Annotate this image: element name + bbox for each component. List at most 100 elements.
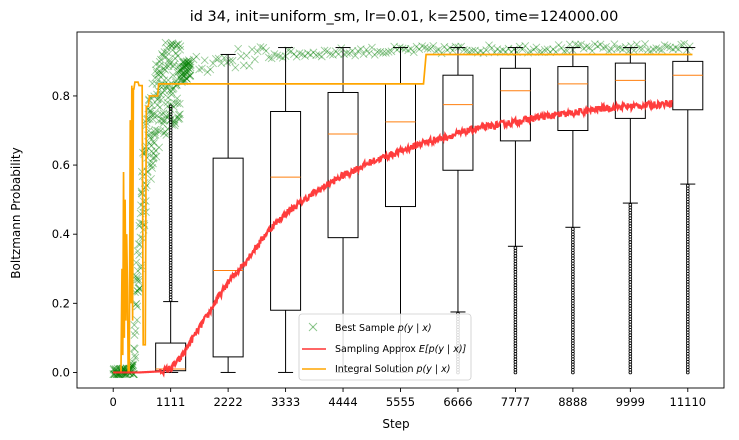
best-sample-point [365, 49, 374, 58]
best-sample-point [186, 61, 194, 70]
best-sample-point [147, 175, 155, 183]
best-sample-point [148, 110, 157, 119]
best-sample-point [510, 45, 518, 54]
best-sample-point [635, 44, 644, 53]
best-sample-point [376, 47, 385, 56]
best-sample-point [159, 119, 167, 128]
legend-label-integral-solution-main: Integral Solution [335, 364, 417, 375]
best-sample-point [660, 41, 669, 50]
best-sample-point [168, 39, 177, 48]
best-sample-point [166, 116, 175, 125]
best-sample-point [131, 327, 140, 335]
best-sample-point [182, 74, 191, 83]
best-sample-point [183, 57, 191, 66]
best-sample-point [175, 61, 184, 70]
best-sample-point [174, 113, 182, 122]
best-sample-point [418, 42, 427, 51]
y-tick-label: 0.8 [52, 89, 70, 103]
best-sample-point [174, 115, 183, 123]
best-sample-point [166, 105, 175, 114]
best-sample-point [180, 57, 188, 66]
legend-label-sampling-approx-main: Sampling Approx [335, 344, 419, 355]
best-sample-point [176, 65, 185, 73]
best-sample-point [362, 45, 371, 54]
best-sample-point [163, 48, 172, 57]
best-sample-point [186, 71, 195, 80]
boxplot [672, 47, 704, 375]
best-sample-point [180, 62, 189, 71]
best-sample-point [156, 55, 165, 64]
best-sample-point [317, 52, 326, 61]
legend-entry-sampling-approx: Sampling Approx E[p(y | x)] [302, 344, 467, 355]
best-sample-point [150, 131, 159, 140]
best-sample-point [368, 43, 376, 52]
best-sample-point [666, 43, 675, 52]
best-sample-point [150, 128, 159, 137]
best-sample-point [351, 51, 360, 60]
best-sample-point [604, 46, 613, 55]
boxplot-box [557, 66, 589, 132]
best-sample-point [599, 44, 608, 52]
best-sample-point [590, 40, 599, 49]
boxplot [614, 47, 646, 375]
best-sample-point [184, 59, 193, 68]
best-sample-point [135, 284, 143, 293]
best-sample-point [237, 52, 245, 61]
best-sample-point [135, 251, 144, 259]
best-sample-point [521, 42, 530, 50]
best-sample-point [149, 159, 157, 168]
best-sample-point [171, 49, 180, 58]
best-sample-point [184, 56, 193, 65]
best-sample-point [146, 131, 154, 139]
best-sample-point [162, 112, 171, 121]
best-sample-point [181, 59, 189, 67]
best-sample-point [153, 111, 162, 120]
best-sample-point [499, 46, 507, 54]
x-tick-label: 3333 [271, 395, 300, 409]
best-sample-point [168, 85, 177, 94]
best-sample-point [571, 40, 580, 49]
best-sample-point [627, 41, 636, 50]
best-sample-point [420, 43, 429, 52]
best-sample-point [234, 44, 243, 53]
boxplot-box [614, 62, 646, 119]
best-sample-point [149, 154, 158, 163]
best-sample-point [532, 43, 541, 52]
boxplot [155, 104, 187, 373]
best-sample-point [206, 65, 215, 74]
best-sample-point [298, 50, 307, 59]
best-sample-point [167, 90, 176, 99]
best-sample-point [173, 99, 182, 108]
best-sample-point [334, 50, 343, 59]
best-sample-point [151, 73, 160, 82]
best-sample-point [161, 38, 170, 47]
x-axis-title: Step [382, 417, 409, 431]
best-sample-point [680, 39, 689, 48]
best-sample-point [554, 41, 563, 49]
best-sample-point [515, 42, 524, 51]
best-sample-point [253, 47, 262, 56]
best-sample-point [381, 48, 390, 57]
best-sample-point [638, 44, 647, 53]
best-sample-point [354, 47, 362, 55]
best-sample-point [485, 41, 493, 50]
best-sample-point [270, 50, 279, 58]
best-sample-point [168, 46, 177, 55]
best-sample-point [172, 80, 181, 89]
best-sample-point [152, 60, 160, 69]
best-sample-point [162, 43, 171, 52]
best-sample-point [176, 45, 185, 54]
best-sample-point [641, 40, 649, 48]
best-sample-point [543, 45, 552, 54]
y-tick-label: 0.6 [52, 158, 70, 172]
best-sample-point [181, 61, 190, 70]
best-sample-point [169, 84, 178, 92]
best-sample-point [167, 87, 176, 96]
legend-label-best-sample-main: Best Sample [335, 323, 398, 334]
best-sample-point [166, 60, 174, 68]
best-sample-point [329, 50, 337, 59]
legend-box [298, 313, 472, 381]
best-sample-point [155, 143, 164, 152]
best-sample-point [132, 299, 141, 308]
best-sample-point [159, 109, 168, 118]
